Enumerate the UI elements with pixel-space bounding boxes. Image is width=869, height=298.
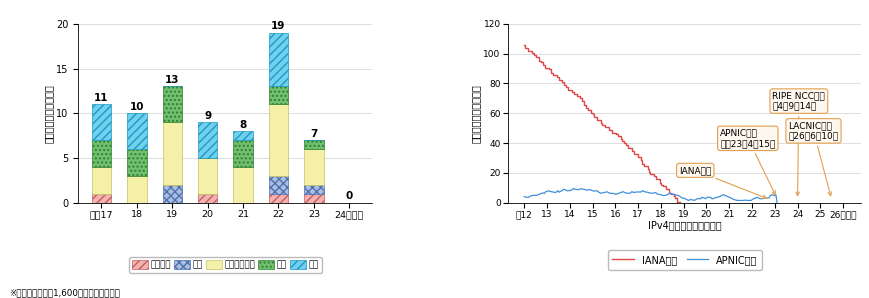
Bar xyxy=(304,140,323,149)
X-axis label: IPv4アドレス在庫の消費: IPv4アドレス在庫の消費 xyxy=(647,221,720,231)
Bar xyxy=(127,113,146,149)
Line: APNIC在庫: APNIC在庫 xyxy=(524,188,776,203)
Text: 11: 11 xyxy=(94,93,109,103)
Bar xyxy=(91,194,111,203)
IANA在庫 xyxy=(582,108,593,112)
Legend: IANA在庫, APNIC在庫: IANA在庫, APNIC在庫 xyxy=(607,250,761,270)
IANA在庫 xyxy=(519,43,529,46)
Bar xyxy=(269,104,288,176)
APNIC在庫 xyxy=(721,195,732,198)
Y-axis label: アドレスブロックの数: アドレスブロックの数 xyxy=(470,84,480,143)
APNIC在庫 xyxy=(771,201,781,204)
Bar xyxy=(304,194,323,203)
IANA在庫 xyxy=(599,125,609,128)
APNIC在庫 xyxy=(726,196,736,200)
Bar xyxy=(91,167,111,194)
APNIC在庫 xyxy=(723,195,733,199)
Bar xyxy=(163,122,182,185)
Bar xyxy=(233,167,253,203)
Text: 7: 7 xyxy=(310,129,317,139)
Bar xyxy=(91,104,111,140)
Line: IANA在庫: IANA在庫 xyxy=(524,45,680,203)
APNIC在庫 xyxy=(567,187,578,190)
Text: 10: 10 xyxy=(129,102,144,112)
Text: LACNIC果渴
年26年6月10日: LACNIC果渴 年26年6月10日 xyxy=(787,121,838,196)
IANA在庫 xyxy=(655,181,666,184)
Text: 9: 9 xyxy=(204,111,211,121)
Bar xyxy=(163,86,182,122)
Bar xyxy=(197,122,217,158)
Bar xyxy=(304,149,323,185)
IANA在庫 xyxy=(669,194,680,198)
Bar xyxy=(269,86,288,104)
Bar xyxy=(127,176,146,203)
Bar xyxy=(269,194,288,203)
Text: IANA果渴: IANA果渴 xyxy=(679,166,766,198)
IANA在庫 xyxy=(674,201,685,204)
Bar xyxy=(269,176,288,194)
Bar xyxy=(233,131,253,140)
IANA在庫 xyxy=(558,80,568,84)
Bar xyxy=(127,149,146,176)
Bar xyxy=(304,185,323,194)
Text: RIPE NCC果渴
干4年9月14日: RIPE NCC果渴 干4年9月14日 xyxy=(772,91,825,196)
Bar xyxy=(197,194,217,203)
Legend: アフリカ, 南米, アジア太平洋, 欧州, 北米: アフリカ, 南米, アジア太平洋, 欧州, 北米 xyxy=(129,257,322,273)
Bar xyxy=(233,140,253,167)
APNIC在庫 xyxy=(734,199,745,202)
Bar xyxy=(163,185,182,203)
APNIC在庫 xyxy=(675,196,686,199)
Bar xyxy=(91,140,111,167)
Text: APNIC果渴
平成23年4月15日: APNIC果渴 平成23年4月15日 xyxy=(720,129,774,195)
Text: 19: 19 xyxy=(271,21,285,31)
Text: 0: 0 xyxy=(345,191,353,201)
IANA在庫 xyxy=(674,201,685,204)
APNIC在庫 xyxy=(519,195,529,198)
Bar xyxy=(269,33,288,86)
Text: 13: 13 xyxy=(165,75,179,85)
Y-axis label: アドレスブロックの数: アドレスブロックの数 xyxy=(43,84,53,143)
Text: 8: 8 xyxy=(239,120,247,130)
Bar xyxy=(197,158,217,194)
APNIC在庫 xyxy=(709,196,720,200)
IANA在庫 xyxy=(579,100,589,103)
Text: ※１ブロックは約1,600万のアドレス数。: ※１ブロックは約1,600万のアドレス数。 xyxy=(9,288,120,297)
